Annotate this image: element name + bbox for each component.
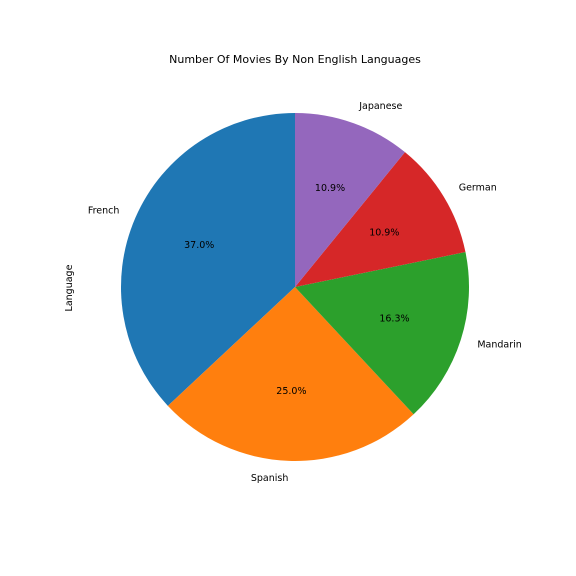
slice-percent-german: 10.9% (369, 227, 399, 238)
slice-label-german: German (459, 182, 497, 193)
slice-percent-mandarin: 16.3% (379, 313, 409, 324)
slice-percent-japanese: 10.9% (315, 183, 345, 194)
slice-label-spanish: Spanish (251, 473, 289, 484)
slice-percent-spanish: 25.0% (276, 386, 306, 397)
slice-percent-french: 37.0% (184, 240, 214, 251)
slice-label-mandarin: Mandarin (477, 340, 521, 351)
chart-title: Number Of Movies By Non English Language… (169, 53, 421, 66)
pie-slices (121, 113, 469, 461)
y-axis-label: Language (64, 264, 75, 311)
slice-label-japanese: Japanese (358, 101, 402, 112)
slice-label-french: French (88, 205, 120, 216)
